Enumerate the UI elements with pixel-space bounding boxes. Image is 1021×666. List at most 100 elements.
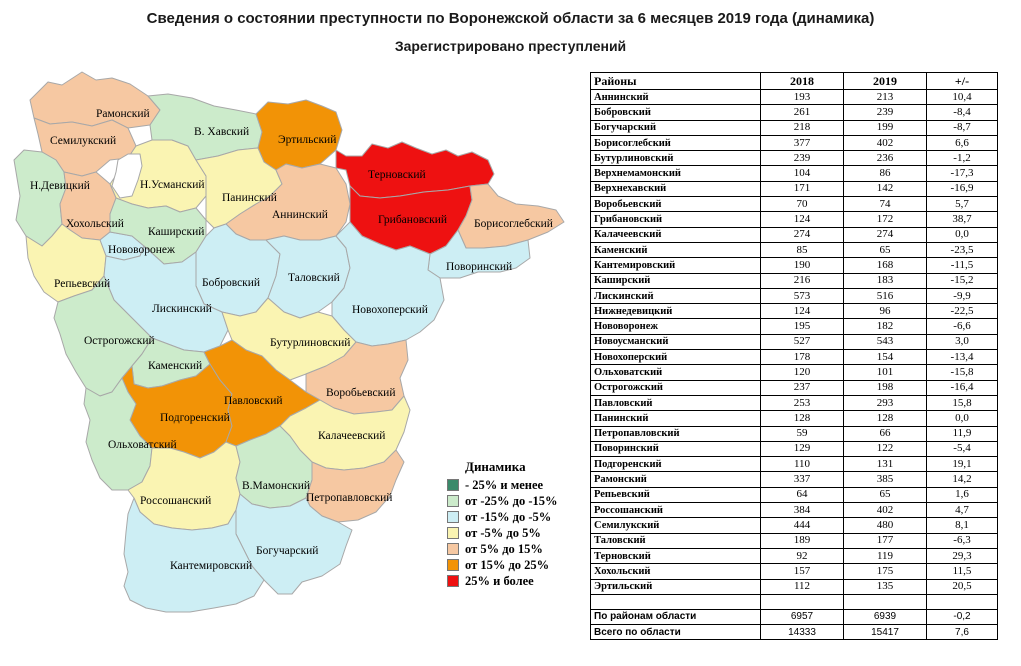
value-2018-cell: 64: [760, 486, 844, 504]
value-2019-cell: 101: [843, 364, 927, 381]
value-2018-cell: 216: [760, 272, 844, 289]
table-row: Ольховатский 120 101 -15,8: [590, 364, 998, 381]
district-cell: Россошанский: [590, 502, 761, 519]
label-povorinsky: Поворинский: [446, 261, 512, 273]
value-2019-cell: 142: [843, 180, 927, 198]
change-cell: 0,0: [926, 410, 998, 427]
change-cell: -6,6: [926, 318, 998, 335]
change-cell: -23,5: [926, 241, 998, 259]
legend-item: от -25% до -15%: [447, 493, 587, 509]
district-cell: Воробьевский: [590, 196, 761, 213]
value-2018-cell: 178: [760, 349, 844, 366]
legend-label: от 15% до 25%: [465, 557, 550, 572]
change-cell: 4,7: [926, 502, 998, 519]
table-row: Павловский 253 293 15,8: [590, 394, 998, 412]
change-cell: 14,2: [926, 471, 998, 488]
district-cell: Богучарский: [590, 119, 761, 136]
district-cell: По районам области: [590, 608, 761, 626]
value-2019-cell: 86: [843, 165, 927, 182]
value-2018-cell: 189: [760, 532, 844, 549]
value-2018-cell: 6957: [760, 608, 844, 626]
table-row: Новоусманский 527 543 3,0: [590, 333, 998, 351]
district-cell: Таловский: [590, 532, 761, 549]
value-2018-cell: 171: [760, 180, 844, 198]
table-row: Панинский 128 128 0,0: [590, 410, 998, 427]
change-cell: [926, 593, 998, 610]
value-2018-cell: 70: [760, 196, 844, 213]
label-gribanovsky: Грибановский: [378, 214, 447, 226]
label-n-usmansky: Н.Усманский: [140, 179, 205, 191]
label-kashirsky: Каширский: [148, 226, 204, 238]
district-cell: Павловский: [590, 394, 761, 412]
value-2018-cell: 573: [760, 287, 844, 305]
district-cell: Хохольский: [590, 563, 761, 580]
value-2018-cell: 337: [760, 471, 844, 488]
region-map: Рамонский Семилукский В. Хавский Эртильс…: [13, 71, 565, 613]
label-ternovsky: Терновский: [368, 169, 426, 181]
table-row: Семилукский 444 480 8,1: [590, 517, 998, 534]
district-cell: Острогожский: [590, 379, 761, 396]
map-labels: Рамонский Семилукский В. Хавский Эртильс…: [30, 108, 553, 572]
value-2019-cell: 480: [843, 517, 927, 534]
district-cell: Борисоглебский: [590, 134, 761, 152]
value-2019-cell: 65: [843, 486, 927, 504]
district-novokhopersky[interactable]: [331, 221, 445, 347]
table-row: Поворинский 129 122 -5,4: [590, 440, 998, 458]
value-2018-cell: 129: [760, 440, 844, 458]
value-2019-cell: 135: [843, 578, 927, 595]
value-2019-cell: 293: [843, 394, 927, 412]
district-cell: Грибановский: [590, 211, 761, 228]
value-2018-cell: 59: [760, 425, 844, 442]
district-cell: Рамонский: [590, 471, 761, 488]
change-cell: -1,2: [926, 150, 998, 167]
value-2019-cell: 74: [843, 196, 927, 213]
change-cell: -8,7: [926, 119, 998, 136]
district-cell: Новоусманский: [590, 333, 761, 351]
change-cell: -6,3: [926, 532, 998, 549]
district-cell: Верхнемамонский: [590, 165, 761, 182]
value-2019-cell: 168: [843, 257, 927, 274]
table-row: Терновский 92 119 29,3: [590, 547, 998, 565]
legend-swatch: [447, 511, 459, 523]
legend-swatch: [447, 543, 459, 555]
change-cell: 1,6: [926, 486, 998, 504]
table-row: Калачеевский 274 274 0,0: [590, 226, 998, 243]
district-kantemirovsky[interactable]: [123, 497, 265, 613]
value-2018-cell: 14333: [760, 624, 844, 641]
district-cell: Панинский: [590, 410, 761, 427]
table-header-row: Районы 2018 2019 +/-: [590, 72, 998, 90]
table-row: Эртильский 112 135 20,5: [590, 578, 998, 595]
value-2019-cell: 177: [843, 532, 927, 549]
value-2018-cell: 128: [760, 410, 844, 427]
table-row: Бутурлиновский 239 236 -1,2: [590, 150, 998, 167]
legend-item: от 15% до 25%: [447, 557, 587, 573]
legend-item: от -5% до 5%: [447, 525, 587, 541]
change-cell: 0,0: [926, 226, 998, 243]
district-borisoglebsky[interactable]: [457, 183, 565, 249]
district-cell: Новохоперский: [590, 349, 761, 366]
value-2019-cell: 236: [843, 150, 927, 167]
header-change: +/-: [926, 72, 998, 90]
crime-stats-table: Районы 2018 2019 +/- Аннинский 193 213 10,4…: [590, 72, 998, 641]
label-novokhopersky: Новохоперский: [352, 304, 428, 316]
district-cell: Подгоренский: [590, 456, 761, 473]
table-row: Каширский 216 183 -15,2: [590, 272, 998, 289]
label-kalacheevsky: Калачеевский: [318, 430, 385, 442]
table-row: Нововоронеж 195 182 -6,6: [590, 318, 998, 335]
value-2018-cell: 384: [760, 502, 844, 519]
district-cell: Кантемировский: [590, 257, 761, 274]
value-2019-cell: [843, 593, 927, 610]
table-row: Лискинский 573 516 -9,9: [590, 287, 998, 305]
change-cell: -16,4: [926, 379, 998, 396]
change-cell: -8,4: [926, 104, 998, 121]
change-cell: 6,6: [926, 134, 998, 152]
district-kashirsky[interactable]: [109, 197, 207, 265]
value-2018-cell: 527: [760, 333, 844, 351]
value-2019-cell: 183: [843, 272, 927, 289]
label-ertilsky: Эртильский: [278, 134, 336, 146]
change-cell: 29,3: [926, 547, 998, 565]
legend-swatch: [447, 479, 459, 491]
label-n-devitsky: Н.Девицкий: [30, 180, 90, 192]
district-povorinsky[interactable]: [427, 229, 531, 279]
value-2019-cell: 402: [843, 134, 927, 152]
